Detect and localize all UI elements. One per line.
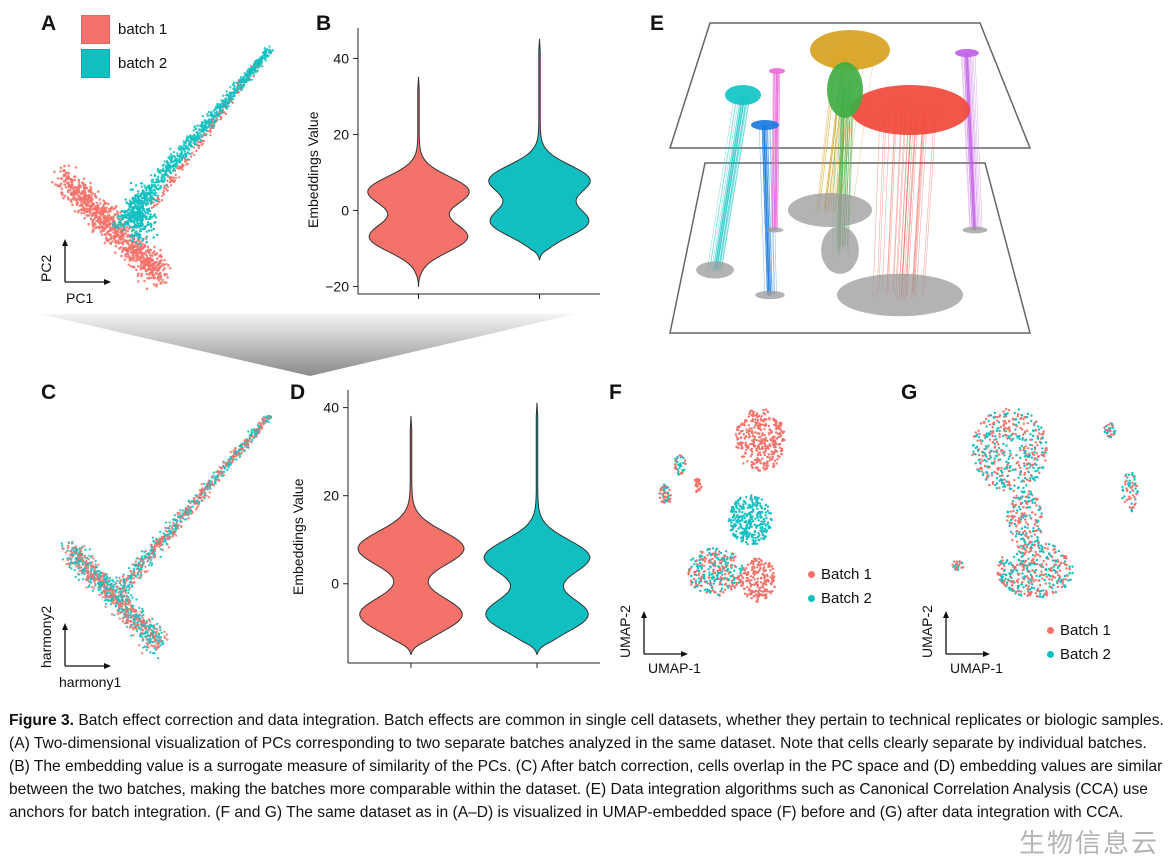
legend-g-item-batch2: Batch 2 <box>1047 642 1111 666</box>
scatter-a-batch1-points <box>51 57 263 291</box>
legend-f-label-batch1: Batch 1 <box>821 565 872 583</box>
legend-g-label-batch1: Batch 1 <box>1060 621 1111 639</box>
panel-label-a: A <box>41 12 57 35</box>
caption-title: Figure 3. <box>9 712 74 729</box>
axis-label-umap2-f: UMAP-2 <box>617 605 633 658</box>
violin-1 <box>367 76 470 287</box>
legend-f-dot-batch2 <box>808 594 815 602</box>
violin-tick-label: 20 <box>333 126 349 142</box>
violin-b-ylabel: Embeddings Value <box>305 111 321 228</box>
bottom-clusters <box>696 193 988 317</box>
axis-label-umap1-f: UMAP-1 <box>648 660 701 676</box>
top-clusters <box>725 30 979 135</box>
axis-arrows-f <box>641 611 688 657</box>
umap-f-points <box>658 408 786 603</box>
panel-label-d: D <box>290 381 306 404</box>
legend-f-item-batch2: Batch 2 <box>808 586 872 610</box>
legend-g: Batch 1 Batch 2 <box>1047 618 1111 666</box>
legend-item-batch2: batch 2 <box>81 46 167 80</box>
axis-label-harmony1: harmony1 <box>59 674 122 690</box>
caption-text: Batch effect correction and data integra… <box>9 712 1164 821</box>
umap-before-integration <box>658 408 786 603</box>
panel-label-b: B <box>316 12 332 35</box>
panel-label-f: F <box>609 381 622 404</box>
scatter-pca-uncorrected <box>51 45 274 291</box>
violin-tick-label: 40 <box>323 400 339 416</box>
axis-label-umap1-g: UMAP-1 <box>950 660 1003 676</box>
violin-plot-d: 0 20 40 <box>323 390 600 668</box>
legend-swatch-batch1 <box>81 14 110 44</box>
legend-g-item-batch1: Batch 1 <box>1047 618 1111 642</box>
violin-tick-label: 20 <box>323 488 339 504</box>
legend-item-batch1: batch 1 <box>81 12 167 46</box>
panel-label-c: C <box>41 381 57 404</box>
axis-label-pc1: PC1 <box>66 290 94 306</box>
violin-tick-label: −20 <box>325 278 349 294</box>
violin-d-ylabel: Embeddings Value <box>290 478 306 595</box>
violin-2 <box>488 38 591 261</box>
violin-tick-label: 0 <box>331 576 339 592</box>
legend-label-batch2: batch 2 <box>118 54 168 72</box>
cca-integration-3d <box>668 22 1032 334</box>
axis-arrows-a <box>62 239 111 285</box>
legend-f: Batch 1 Batch 2 <box>808 562 872 610</box>
legend-f-dot-batch1 <box>808 570 815 578</box>
scatter-harmony-corrected <box>60 414 273 660</box>
scatter-c-points <box>60 414 273 660</box>
violin-tick-label: 0 <box>341 202 349 218</box>
transition-funnel <box>40 314 575 376</box>
panel-label-g: G <box>901 381 918 404</box>
panel-label-e: E <box>650 12 665 35</box>
scatter-a-batch2-points <box>112 45 274 246</box>
axis-label-umap2-g: UMAP-2 <box>919 605 935 658</box>
axis-label-pc2: PC2 <box>38 254 54 282</box>
umap-after-integration <box>951 407 1139 599</box>
watermark-text: 生物信息云 <box>1018 828 1159 858</box>
violin-plot-b: −20 0 20 40 <box>325 28 600 299</box>
violin-2 <box>483 402 591 655</box>
figure-caption: Figure 3. Batch effect correction and da… <box>9 709 1167 824</box>
legend-g-dot-batch2 <box>1047 650 1054 658</box>
violin-tick-label: 40 <box>333 50 349 66</box>
umap-g-points <box>951 407 1139 599</box>
violin-1 <box>357 415 465 655</box>
axis-arrows-g <box>943 611 990 657</box>
axis-arrows-c <box>62 623 111 669</box>
legend-f-item-batch1: Batch 1 <box>808 562 872 586</box>
top-plane <box>668 22 1032 149</box>
legend-f-label-batch2: Batch 2 <box>821 589 872 607</box>
legend-a: batch 1 batch 2 <box>81 12 167 80</box>
legend-label-batch1: batch 1 <box>118 20 168 38</box>
bottom-plane <box>669 162 1031 334</box>
axis-label-harmony2: harmony2 <box>38 605 54 668</box>
legend-g-label-batch2: Batch 2 <box>1060 645 1111 663</box>
legend-g-dot-batch1 <box>1047 626 1054 634</box>
legend-swatch-batch2 <box>81 48 110 78</box>
